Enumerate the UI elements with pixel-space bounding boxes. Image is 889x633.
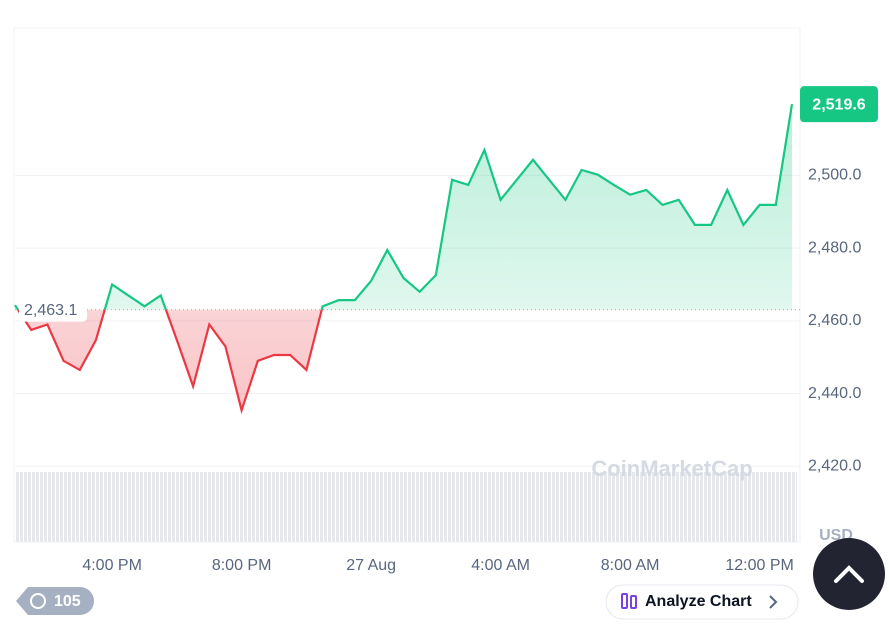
y-tick-label: 2,420.0: [808, 458, 861, 475]
badge-count: 105: [54, 593, 81, 610]
scroll-top-button[interactable]: [813, 538, 885, 610]
volume-bars: [15, 472, 797, 542]
area-up: [15, 104, 792, 310]
area-down: [17, 309, 322, 411]
reference-tag-bg: [19, 297, 87, 322]
chevron: [769, 595, 778, 609]
button-bg: [605, 584, 799, 620]
badge[interactable]: 105: [16, 587, 94, 615]
y-tick-label: 2,480.0: [808, 239, 861, 256]
icon: [621, 593, 628, 609]
scroll-top-bg: [813, 538, 885, 610]
button-label: Analyze Chart: [645, 593, 752, 610]
scroll-top-icon: [834, 565, 864, 583]
x-tick-label: 27 Aug: [346, 557, 396, 574]
x-tick-label: 4:00 PM: [82, 557, 142, 574]
y-tick-label: 2,460.0: [808, 312, 861, 329]
y-tick-label: 2,500.0: [808, 167, 861, 184]
x-tick-label: 12:00 PM: [725, 557, 793, 574]
value-tag-bg: [800, 86, 878, 123]
x-tick-label: 4:00 AM: [471, 557, 530, 574]
analyze-button[interactable]: Analyze Chart: [605, 584, 799, 620]
clock-icon: [30, 593, 46, 609]
value-label: 2,519.6: [812, 96, 865, 113]
price-line-up: [14, 104, 794, 310]
icon: [630, 595, 637, 609]
watermark: CoinMarketCap: [591, 456, 752, 481]
y-tick-label: 2,440.0: [808, 385, 861, 402]
reference-label: 2,463.1: [24, 302, 77, 319]
x-tick-label: 8:00 AM: [601, 557, 660, 574]
x-tick-label: 8:00 PM: [212, 557, 272, 574]
